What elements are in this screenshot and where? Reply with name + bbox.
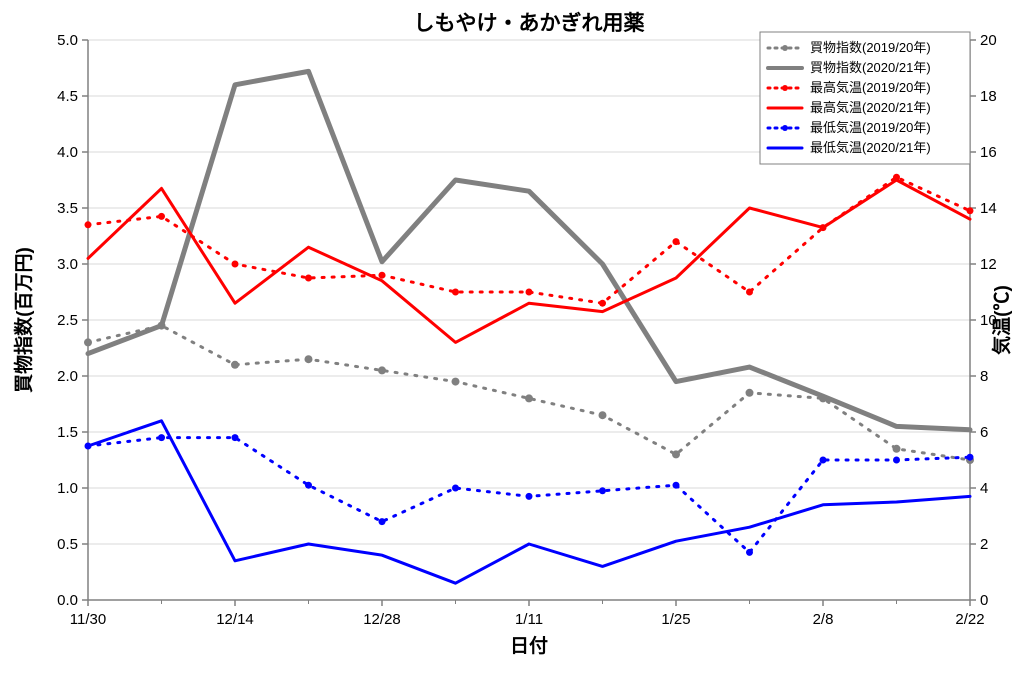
series-marker <box>893 457 900 464</box>
series-marker <box>673 238 680 245</box>
y-right-tick: 0 <box>980 592 988 609</box>
series-marker <box>673 482 680 489</box>
chart-title: しもやけ・あかぎれ用薬 <box>414 11 645 35</box>
series-marker <box>452 289 459 296</box>
legend-label: 最低気温(2020/21年) <box>810 140 931 155</box>
series-marker <box>305 275 312 282</box>
series-marker <box>231 361 239 369</box>
series-marker <box>158 434 165 441</box>
series-marker <box>305 482 312 489</box>
series-marker <box>305 355 313 363</box>
y-right-tick: 6 <box>980 424 988 441</box>
series-marker <box>452 378 460 386</box>
series-marker <box>525 394 533 402</box>
y-left-tick: 5.0 <box>57 32 78 49</box>
y-right-tick: 2 <box>980 536 988 553</box>
series-marker <box>526 493 533 500</box>
series-marker <box>672 450 680 458</box>
y-left-tick: 2.5 <box>57 312 78 329</box>
series-marker <box>378 366 386 374</box>
series-marker <box>379 272 386 279</box>
series-marker <box>232 261 239 268</box>
y-left-tick: 0.5 <box>57 536 78 553</box>
chart-container: 0.00.51.01.52.02.53.03.54.04.55.00246810… <box>0 0 1024 674</box>
series-marker <box>232 434 239 441</box>
series-marker <box>820 457 827 464</box>
y-left-tick: 3.0 <box>57 256 78 273</box>
y-right-tick: 14 <box>980 200 997 217</box>
series-marker <box>746 289 753 296</box>
y-left-tick: 1.0 <box>57 480 78 497</box>
series-marker <box>893 445 901 453</box>
y-right-label: 気温(℃) <box>990 285 1013 355</box>
y-left-tick: 1.5 <box>57 424 78 441</box>
legend-label: 最高気温(2019/20年) <box>810 80 931 95</box>
y-right-tick: 4 <box>980 480 988 497</box>
series-marker <box>967 454 974 461</box>
series-marker <box>84 338 92 346</box>
series-marker <box>599 411 607 419</box>
x-tick: 12/14 <box>216 611 254 628</box>
x-tick: 11/30 <box>70 611 106 628</box>
y-left-label: 買物指数(百万円) <box>12 247 35 393</box>
y-left-tick: 4.0 <box>57 144 78 161</box>
y-left-tick: 2.0 <box>57 368 78 385</box>
series-marker <box>85 221 92 228</box>
y-right-tick: 18 <box>980 88 997 105</box>
x-tick: 1/25 <box>661 611 690 628</box>
y-left-tick: 4.5 <box>57 88 78 105</box>
x-tick: 2/8 <box>813 611 834 628</box>
series-marker <box>526 289 533 296</box>
y-left-tick: 0.0 <box>57 592 78 609</box>
x-tick: 1/11 <box>515 611 543 628</box>
series-marker <box>452 485 459 492</box>
series-marker <box>379 518 386 525</box>
x-tick: 2/22 <box>955 611 984 628</box>
y-right-tick: 16 <box>980 144 997 161</box>
y-right-tick: 8 <box>980 368 988 385</box>
y-left-tick: 3.5 <box>57 200 78 217</box>
series-marker <box>746 549 753 556</box>
y-right-tick: 20 <box>980 32 997 49</box>
legend-label: 買物指数(2020/21年) <box>810 60 931 75</box>
series-marker <box>599 300 606 307</box>
x-tick: 12/28 <box>363 611 401 628</box>
x-label: 日付 <box>510 634 548 657</box>
legend-label: 最高気温(2020/21年) <box>810 100 931 115</box>
series-marker <box>158 213 165 220</box>
y-right-tick: 12 <box>980 256 997 273</box>
series-marker <box>599 487 606 494</box>
series-marker <box>746 389 754 397</box>
line-chart: 0.00.51.01.52.02.53.03.54.04.55.00246810… <box>0 0 1024 674</box>
legend-label: 買物指数(2019/20年) <box>810 40 931 55</box>
legend-label: 最低気温(2019/20年) <box>810 120 931 135</box>
series-marker <box>967 207 974 214</box>
